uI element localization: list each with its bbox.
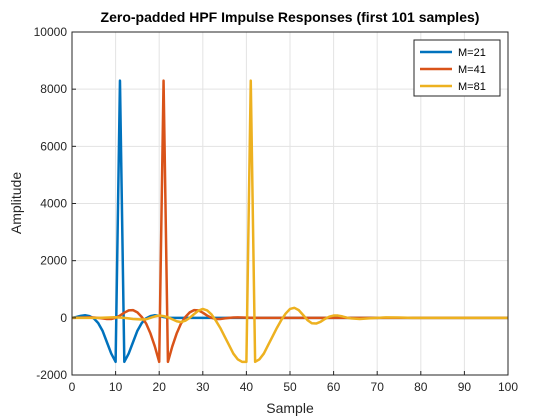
legend-label: M=41 — [458, 64, 486, 76]
legend-label: M=81 — [458, 81, 486, 93]
x-tick-label: 50 — [283, 380, 297, 394]
y-tick-label: 8000 — [40, 82, 67, 96]
legend: M=21 M=41 M=81 — [413, 39, 501, 97]
y-tick-label: 4000 — [40, 197, 67, 211]
chart-title: Zero-padded HPF Impulse Responses (first… — [101, 9, 480, 25]
y-tick-label: 6000 — [40, 139, 67, 153]
x-tick-label: 100 — [498, 380, 518, 394]
y-tick-label: 0 — [60, 311, 67, 325]
x-tick-label: 70 — [371, 380, 385, 394]
y-tick-labels: -2000 0 2000 4000 6000 8000 10000 — [34, 25, 68, 382]
y-tick-label: 2000 — [40, 254, 67, 268]
series-line-m-81 — [72, 79, 508, 364]
x-tick-label: 40 — [240, 380, 254, 394]
x-tick-label: 10 — [109, 380, 123, 394]
ticks — [71, 31, 509, 376]
x-tick-label: 90 — [458, 380, 472, 394]
x-tick-label: 30 — [196, 380, 210, 394]
y-tick-label: -2000 — [36, 368, 67, 382]
series-group — [72, 79, 508, 364]
x-tick-label: 0 — [69, 380, 76, 394]
x-tick-label: 20 — [153, 380, 167, 394]
x-tick-labels: 0 10 20 30 40 50 60 70 80 90 100 — [69, 380, 519, 394]
legend-label: M=21 — [458, 47, 486, 59]
x-tick-label: 80 — [414, 380, 428, 394]
x-tick-label: 60 — [327, 380, 341, 394]
x-axis-label: Sample — [266, 400, 314, 416]
y-axis-label: Amplitude — [8, 172, 24, 234]
series-line-m-41 — [72, 79, 508, 364]
y-tick-label: 10000 — [34, 25, 68, 39]
